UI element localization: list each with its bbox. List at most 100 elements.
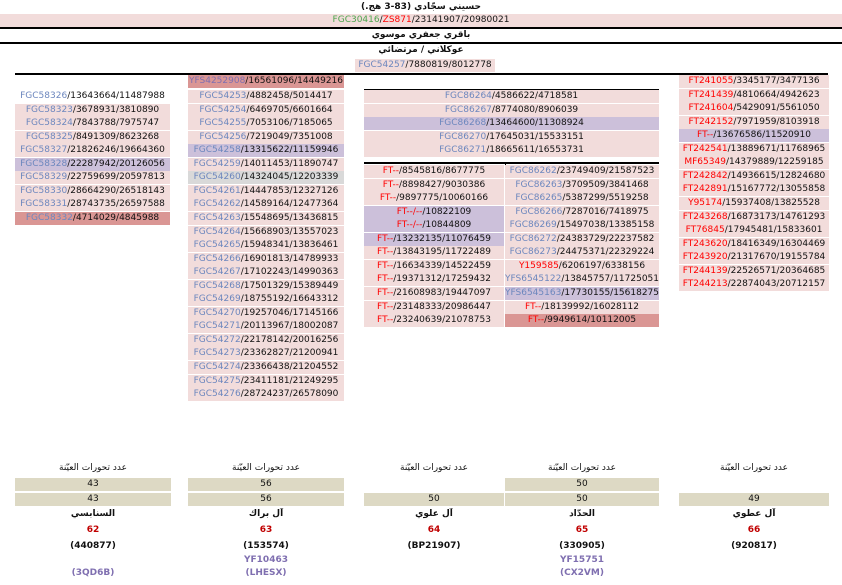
- sample-count-value: 43: [15, 478, 171, 491]
- snp-row: FT242842/14936615/12824680: [679, 169, 829, 183]
- snp-row: FT--/21608983/19447097: [364, 286, 504, 300]
- snp-row: FGC58326/13643664/11487988: [15, 90, 170, 103]
- snp-row: FGC58331/28743735/26597588: [15, 198, 170, 212]
- snp-name: FGC86269: [509, 220, 557, 231]
- snp-separator: /: [240, 321, 244, 332]
- snp-row: FGC54256/7219049/7351008: [188, 130, 344, 144]
- snp-name: FGC54260: [193, 172, 241, 183]
- snp-row: FT244213/22874043/20712157: [679, 278, 829, 292]
- snp-separator: /: [67, 185, 71, 196]
- kit-code: (3QD6B): [71, 568, 115, 578]
- divider: [0, 42, 842, 44]
- sample-count-value: 56: [188, 478, 344, 491]
- snp-position: 22759699/20597813: [70, 172, 165, 183]
- snp-separator: /: [240, 334, 244, 345]
- snp-name: FGC86273: [509, 247, 557, 258]
- sample-count-label: عدد تحورات العيّنة: [232, 463, 300, 473]
- snp-position: 24383729/22237582: [559, 233, 655, 244]
- snp-separator: /: [240, 294, 244, 305]
- snp-separator: /: [727, 184, 731, 195]
- snp-row: FGC54266/16901813/14789933: [188, 252, 344, 266]
- snp-row: FGC86270/17645031/15533151: [364, 130, 659, 144]
- snp-separator: /: [393, 301, 397, 312]
- snp-row: FGC54261/14447853/12327126: [188, 184, 344, 198]
- snp-position: 7053106/7185065: [249, 118, 333, 129]
- snp-position: 17501329/15389449: [243, 280, 339, 291]
- snp-position: 14589164/12477364: [243, 199, 339, 210]
- snp-row: FGC54259/14011453/11890747: [188, 157, 344, 171]
- snp-position: 23411181/21249295: [243, 375, 339, 386]
- snp-separator: /: [722, 197, 726, 208]
- snp-separator: /: [240, 145, 244, 156]
- snp-separator: /: [713, 130, 717, 141]
- snp-row: FT--/--/10822109: [364, 205, 504, 219]
- snp-position: 13889671/11768965: [730, 143, 826, 154]
- snp-position: 22526571/20364685: [730, 265, 826, 276]
- kit-code: (LHESX): [245, 568, 287, 578]
- snp-name: FT--: [382, 179, 399, 190]
- snp-row: FT--/--/10844809: [364, 219, 504, 233]
- snp-row: FGC86273/24475371/22329224: [505, 246, 659, 260]
- snp-row: FGC54254/6469705/6601664: [188, 103, 344, 117]
- snp-row: FGC86262/23749409/21587523: [505, 165, 659, 178]
- snp-name: FT--/--: [396, 220, 423, 231]
- snp-separator: /: [240, 240, 244, 251]
- snp-name: FGC86272: [509, 233, 557, 244]
- snp-position: 22287942/20126056: [70, 158, 165, 169]
- snp-row: FGC54265/15948341/13836461: [188, 239, 344, 253]
- snp-position: 21826246/19664360: [70, 145, 165, 156]
- snp-position: 23366438/21204552: [243, 362, 339, 372]
- kit-id: (153574): [243, 541, 289, 551]
- snp-position: 22178142/20016256: [243, 334, 339, 345]
- snp-name: FT241439: [688, 89, 734, 100]
- snp-separator: /: [393, 260, 397, 271]
- snp-position: 22874043/20712157: [730, 279, 826, 290]
- snp-separator: /: [733, 76, 737, 86]
- snp-separator: /: [486, 145, 490, 156]
- snp-position: 13232135/11076459: [396, 233, 491, 244]
- snp-row: FGC86268/13464600/11308924: [364, 117, 659, 131]
- snp-position: 3709509/3841468: [565, 179, 649, 190]
- snp-name: FGC86263: [515, 179, 563, 190]
- root-snp: FGC30416/ZS871/23141907/20980021: [0, 14, 842, 27]
- snp-name: FT76845: [685, 225, 725, 236]
- snp-name: FGC54256: [199, 131, 247, 142]
- snp-name: FGC54254: [199, 104, 247, 115]
- snp-position: 15937408/13825528: [725, 197, 820, 208]
- snp-row: Y95174/15937408/13825528: [679, 196, 829, 210]
- snp-row: FGC58332/4714029/4845988: [15, 211, 170, 225]
- snp-row: FT241055/3345177/3477136: [679, 75, 829, 88]
- snp-name: FGC86265: [515, 193, 563, 204]
- snp-position: 16561096/14449216: [248, 76, 343, 86]
- snp-name: FGC54264: [193, 226, 241, 237]
- snp-name: FT--: [379, 193, 397, 204]
- snp-name: YFS6545163: [505, 287, 562, 298]
- sample-count-label: عدد تحورات العيّنة: [59, 463, 127, 473]
- snp-name: FGC86267: [444, 104, 492, 115]
- branch-line: [364, 162, 659, 164]
- sample-count-value: 49: [679, 493, 829, 506]
- snp-name: FGC54272: [193, 334, 241, 345]
- snp-position: 14447853/12327126: [243, 185, 339, 196]
- sample-count-label: عدد تحورات العيّنة: [548, 463, 616, 473]
- snp-position: 4586622/4718581: [494, 91, 579, 101]
- snp-position: 17102243/14990363: [243, 267, 339, 278]
- snp-position: 28724237/26578090: [243, 389, 339, 400]
- snp-position: 7219049/7351008: [249, 131, 333, 142]
- snp-name: MF65349: [684, 157, 726, 168]
- snp-separator: /: [561, 274, 565, 285]
- sample-count-value: 50: [505, 478, 659, 491]
- snp-row: FT242152/7971959/8103918: [679, 115, 829, 129]
- snp-position: 14379889/12259185: [728, 157, 824, 168]
- snp-position: 5387299/5519258: [565, 193, 649, 204]
- snp-position: 24475371/22329224: [559, 247, 655, 258]
- snp-name: FGC54268: [193, 280, 241, 291]
- sub2-snp-a: FGC54257: [358, 60, 406, 70]
- snp-separator: /: [491, 104, 495, 115]
- snp-name: FT--: [377, 301, 394, 312]
- snp-separator: /: [72, 131, 76, 142]
- snp-position: 7971959/8103918: [736, 116, 820, 127]
- snp-position: 8545816/8677775: [402, 166, 486, 176]
- snp-separator: /: [733, 116, 737, 127]
- snp-row: FGC54274/23366438/21204552: [188, 361, 344, 374]
